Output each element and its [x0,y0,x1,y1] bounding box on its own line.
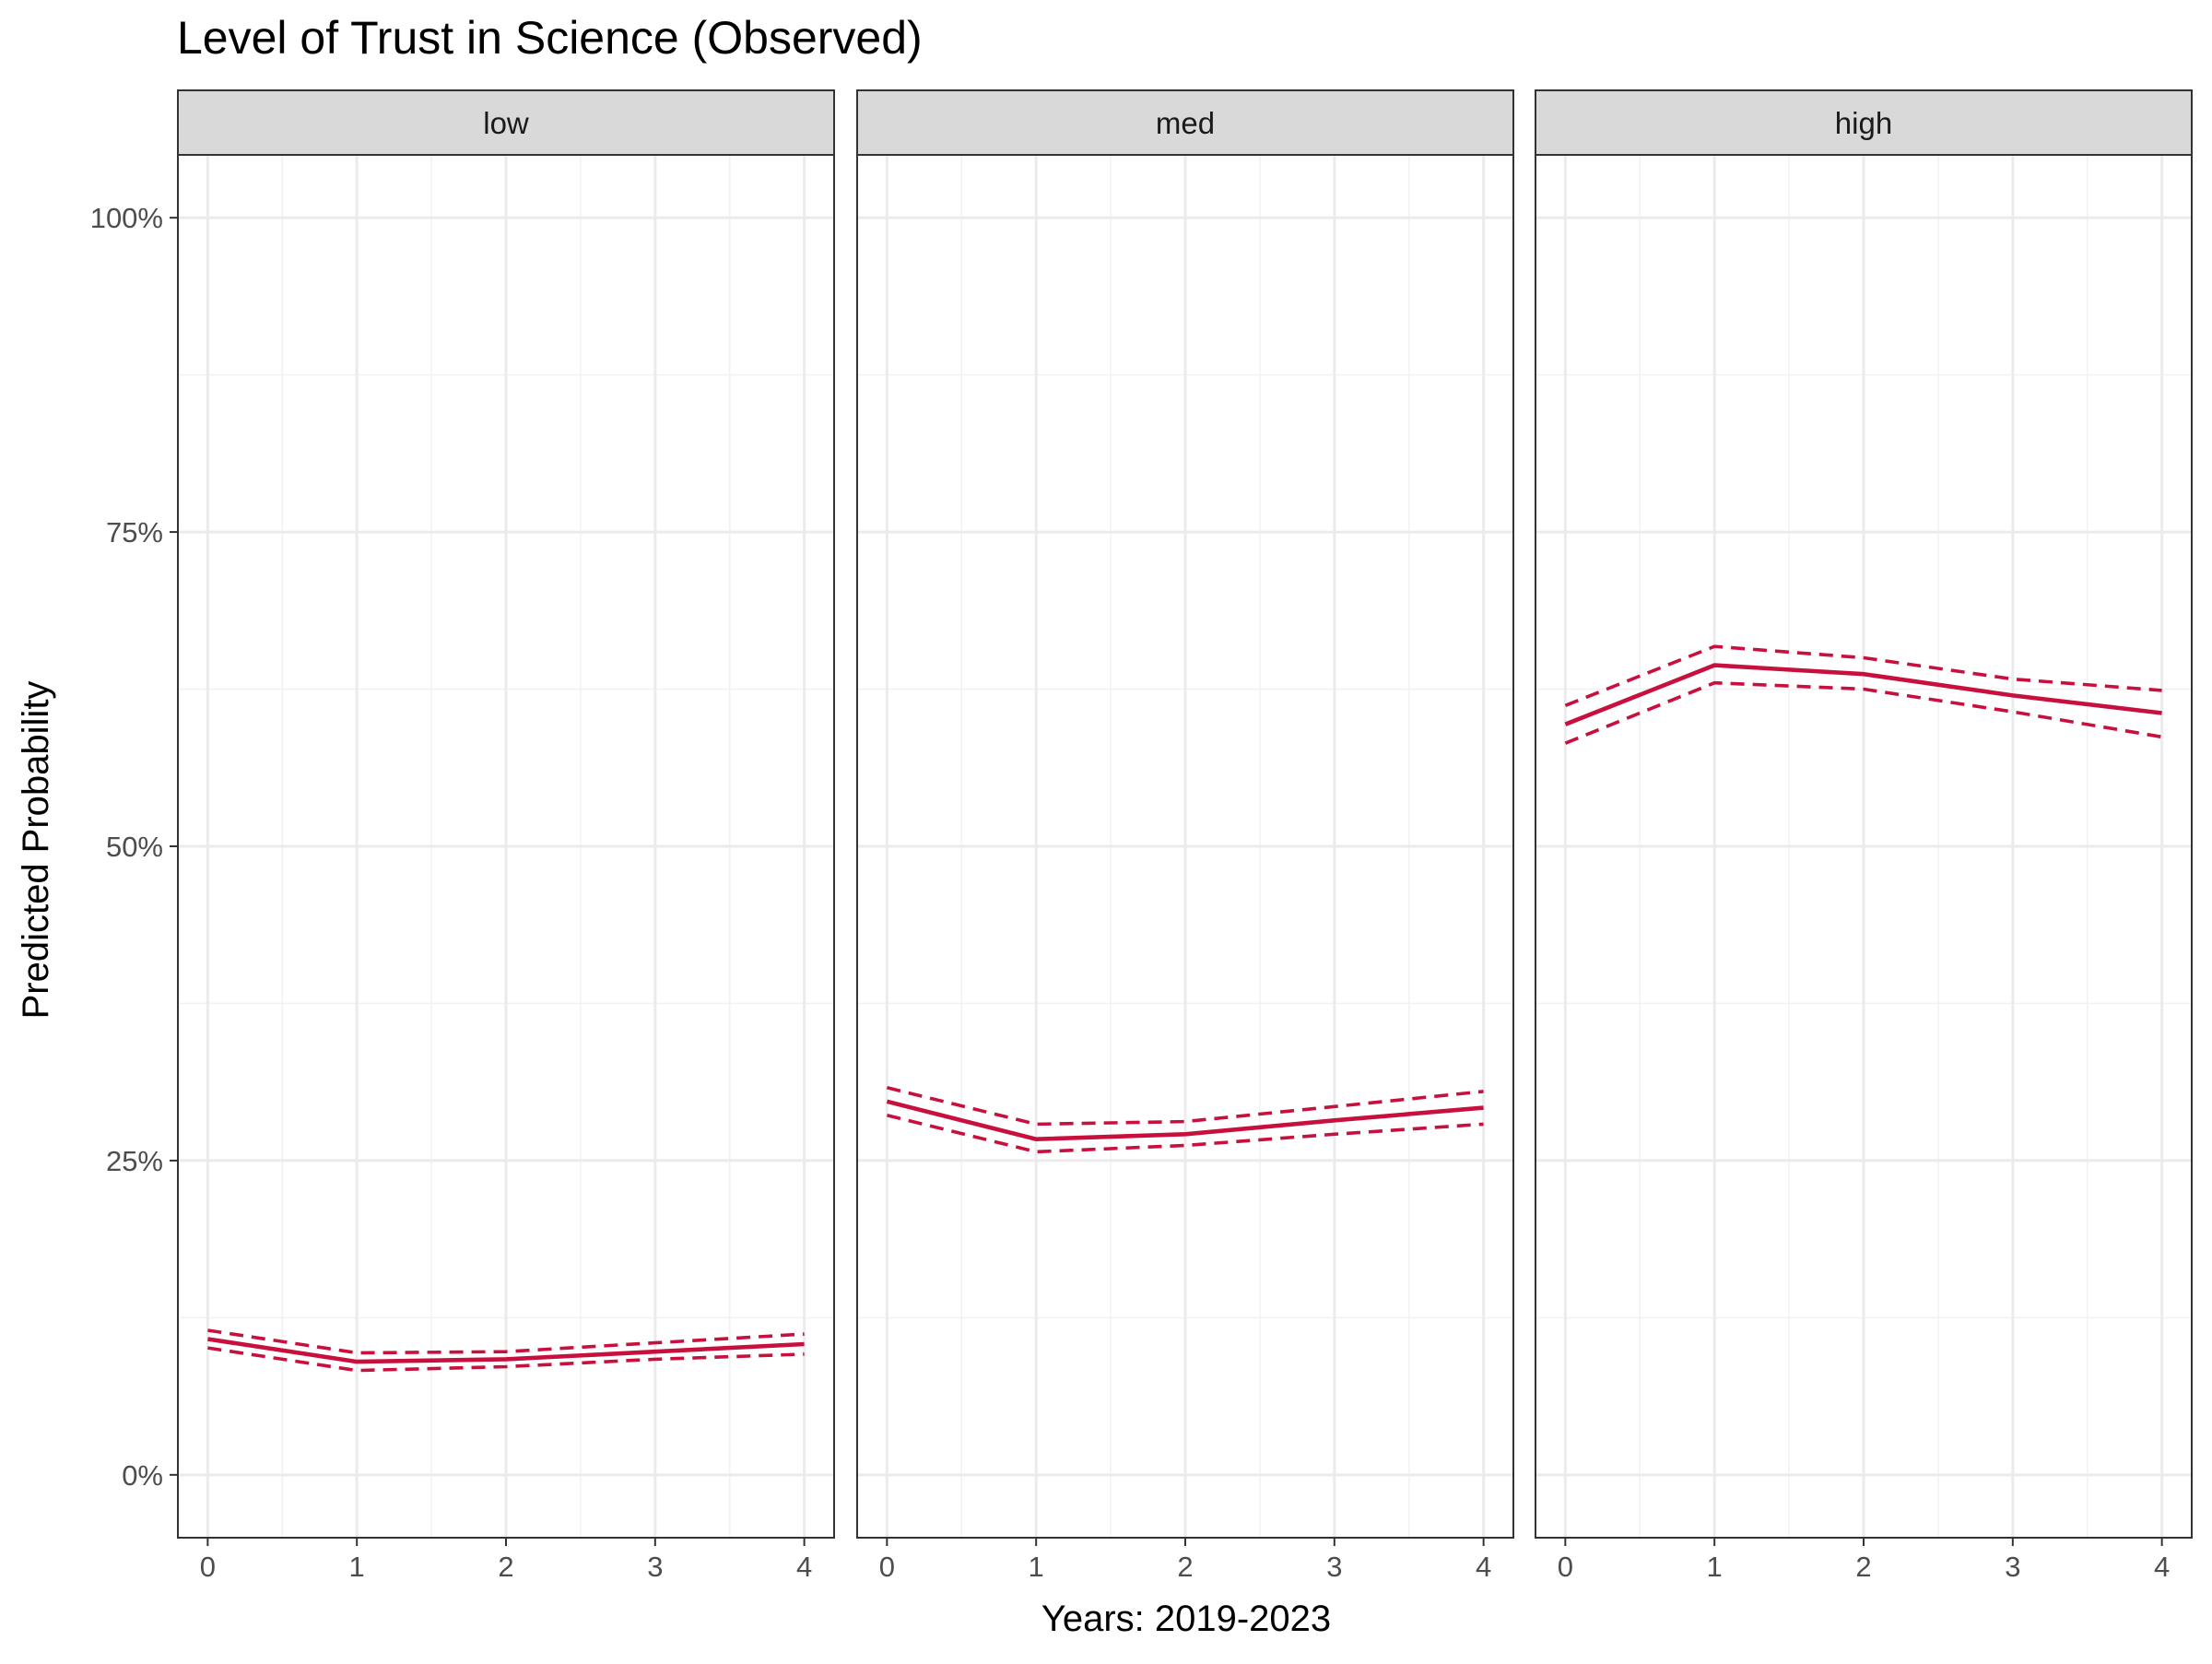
y-tick-label: 100% [90,202,163,234]
ci-lower-line-low [207,1346,805,1373]
facet-strip [177,89,835,156]
x-tick-label: 3 [1326,1551,1342,1583]
y-axis-title: Predicted Probability [16,681,56,1020]
x-tick-label: 0 [200,1551,216,1583]
x-tick-label: 4 [2154,1551,2170,1583]
x-tick-label: 2 [1855,1551,1871,1583]
x-tick-label: 2 [498,1551,513,1583]
facet-panel-med: med 0 1 2 3 4 [856,89,1514,1583]
ci-lower-line-high [1564,680,2162,745]
facet-panel-high: high 0 1 2 3 4 [1535,89,2193,1583]
panels-layer: low 0 1 2 3 4 0% 25% 50% 75% 100% med 0 1 2 3 4 high 0 1 2 3 4 [90,89,2193,1583]
x-tick-label: 1 [1707,1551,1723,1583]
x-tick-label: 4 [796,1551,812,1583]
x-tick-label: 4 [1476,1551,1491,1583]
x-tick-label: 0 [879,1551,895,1583]
estimate-line-high [1564,663,2162,726]
x-tick-label: 0 [1558,1551,1573,1583]
facet-strip [856,89,1514,156]
y-tick-label: 75% [106,516,163,549]
y-tick-label: 50% [106,831,163,863]
estimate-line-low [207,1337,805,1364]
chart-title: Level of Trust in Science (Observed) [177,12,923,64]
ci-upper-line-low [207,1328,805,1355]
estimate-line-med [886,1099,1484,1142]
y-tick-label: 25% [106,1145,163,1177]
x-tick-label: 1 [1029,1551,1044,1583]
x-tick-label: 2 [1177,1551,1193,1583]
x-tick-label: 1 [349,1551,365,1583]
facet-panel-low: low 0 1 2 3 4 0% 25% 50% 75% 100% [90,89,835,1583]
ci-upper-line-high [1564,644,2162,707]
facet-strip-label: med [1156,106,1215,140]
facet-strip-label: high [1835,106,1892,140]
facet-strip [1535,89,2193,156]
facet-strip-label: low [483,106,529,140]
x-tick-label: 3 [647,1551,663,1583]
x-tick-label: 3 [2005,1551,2020,1583]
y-tick-label: 0% [122,1459,163,1492]
x-axis-title: Years: 2019-2023 [1041,1599,1331,1639]
